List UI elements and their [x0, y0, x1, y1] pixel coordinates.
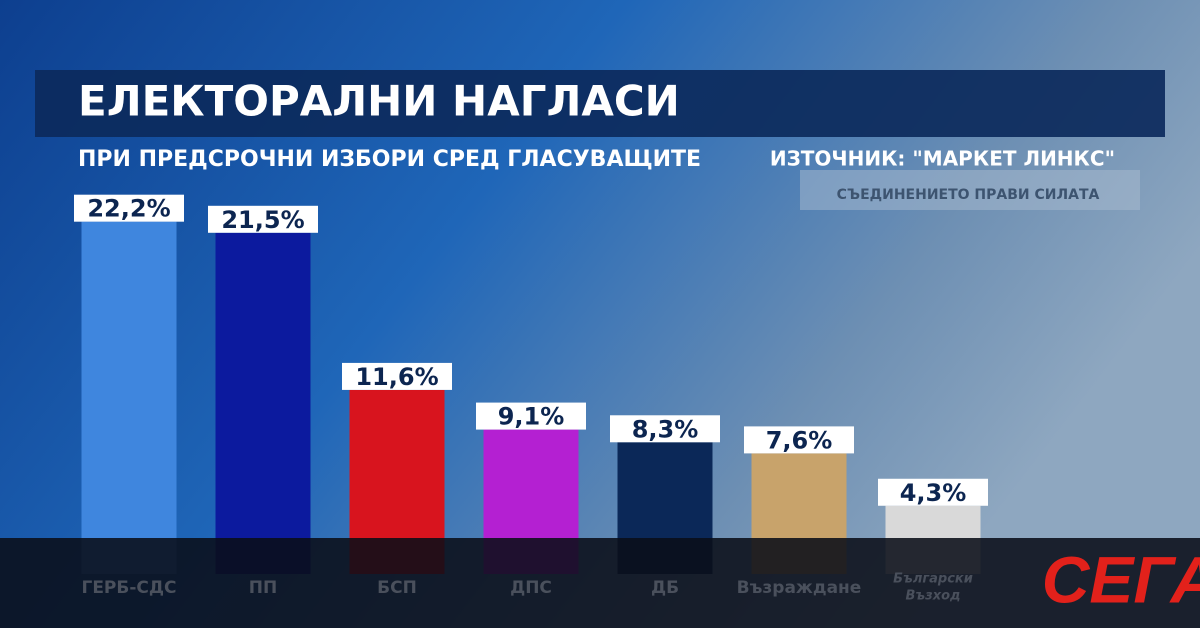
value-label-box — [744, 426, 854, 454]
value-label: 7,6% — [766, 426, 833, 454]
bottom-band — [0, 538, 1200, 628]
value-label-box — [342, 362, 452, 390]
value-label-box — [878, 478, 988, 506]
value-label-box — [74, 194, 184, 222]
categories: ГЕРБ-СДС ПП БСП ДПС ДБ Възраждане Български Въз… — [81, 572, 972, 604]
chart-subtitle: ПРИ ПРЕДСРОЧНИ ИЗБОРИ СРЕД ГЛАСУВАЩИТЕ — [78, 147, 701, 172]
title-band — [35, 70, 1165, 137]
building-sign — [800, 170, 1140, 210]
category-label: ДПС — [510, 578, 552, 598]
value-label: 21,5% — [221, 206, 304, 234]
bar — [81, 221, 177, 574]
value-label-box — [208, 205, 318, 233]
logo: СЕГА — [1042, 542, 1200, 616]
value-label: 9,1% — [498, 403, 565, 431]
source: ИЗТОЧНИК: "МАРКЕТ ЛИНКС" — [770, 147, 1115, 171]
value-label-box — [610, 415, 720, 443]
value-label: 22,2% — [87, 195, 170, 223]
category-label: БСП — [377, 578, 417, 598]
category-label: ГЕРБ-СДС — [81, 578, 176, 598]
category-label: Възраждане — [737, 578, 862, 598]
category-label: Български — [893, 572, 973, 587]
value-label: 8,3% — [632, 415, 699, 443]
building-text: СЪЕДИНЕНИЕТО ПРАВИ СИЛАТА — [837, 187, 1100, 203]
chart-title: ЕЛЕКТОРАЛНИ НАГЛАСИ — [78, 77, 680, 126]
category-label: Възход — [905, 589, 960, 604]
bar — [215, 232, 311, 575]
value-label-box — [476, 402, 586, 430]
category-label: ДБ — [651, 578, 679, 598]
category-label: ПП — [249, 578, 277, 598]
value-label: 11,6% — [355, 363, 438, 391]
value-label: 4,3% — [900, 479, 967, 507]
